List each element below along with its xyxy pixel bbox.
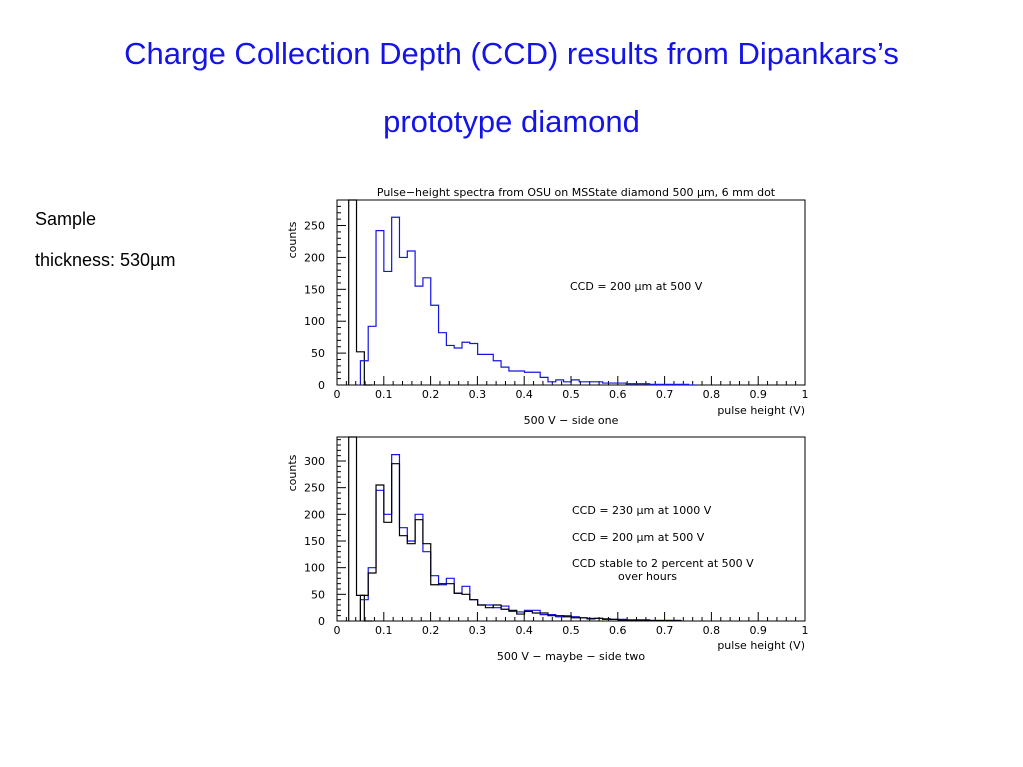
x-tick-label: 0: [334, 624, 341, 637]
thickness-label: thickness: 530µm: [35, 250, 176, 270]
x-axis-label: pulse height (V): [717, 639, 805, 652]
x-tick-label: 0.3: [469, 624, 487, 637]
y-tick-label: 150: [304, 535, 325, 548]
x-tick-label: 0.2: [422, 388, 440, 401]
histogram-series-1: [359, 216, 697, 386]
x-tick-label: 0.4: [515, 388, 533, 401]
x-tick-label: 0.5: [562, 388, 580, 401]
plot-subtitle: 500 V − side one: [524, 414, 619, 427]
histogram-series-0: [348, 436, 373, 622]
x-axis-label: pulse height (V): [717, 404, 805, 417]
y-tick-label: 250: [304, 482, 325, 495]
x-tick-label: 0.6: [609, 388, 627, 401]
y-tick-label: 50: [311, 588, 325, 601]
y-tick-label: 250: [304, 220, 325, 233]
ccd-annotation: over hours: [618, 570, 677, 583]
x-tick-label: 0.2: [422, 624, 440, 637]
histogram-series-2: [359, 463, 682, 622]
x-tick-label: 0.3: [469, 388, 487, 401]
histogram-series-0: [348, 199, 373, 386]
ccd-annotation: CCD = 200 µm at 500 V: [570, 280, 703, 293]
histogram-bottom: 0 0.1 0.2 0.3 0.4 0.5 0.6 0.7 0.8 0.9 1 0 50 100 150 20…: [286, 436, 809, 663]
x-tick-label: 0.7: [656, 624, 674, 637]
x-tick-label: 0.9: [749, 624, 767, 637]
y-tick-label: 100: [304, 562, 325, 575]
x-tick-label: 0.1: [375, 388, 393, 401]
x-tick-label: 0.7: [656, 388, 674, 401]
x-tick-label: 0.8: [703, 624, 721, 637]
ccd-annotation: CCD stable to 2 percent at 500 V: [572, 557, 754, 570]
x-tick-label: 0.4: [515, 624, 533, 637]
y-tick-label: 150: [304, 283, 325, 296]
plot-title: Pulse−height spectra from OSU on MSState…: [377, 186, 776, 199]
y-tick-label: 0: [318, 615, 325, 628]
x-tick-label: 0: [334, 388, 341, 401]
y-tick-label: 0: [318, 379, 325, 392]
ccd-annotation: CCD = 200 µm at 500 V: [572, 531, 705, 544]
histogram-top: 0 0.1 0.2 0.3 0.4 0.5 0.6 0.7 0.8 0.9 1 0 50 100 150 20…: [286, 186, 809, 427]
x-tick-label: 0.6: [609, 624, 627, 637]
slide-title-line-1: Charge Collection Depth (CCD) results fr…: [124, 36, 899, 71]
sample-label: Sample: [35, 209, 97, 229]
x-tick-label: 0.1: [375, 624, 393, 637]
y-tick-label: 50: [311, 347, 325, 360]
y-tick-label: 200: [304, 508, 325, 521]
x-tick-label: 0.9: [749, 388, 767, 401]
plot-subtitle: 500 V − maybe − side two: [497, 650, 645, 663]
x-tick-label: 0.5: [562, 624, 580, 637]
slide-title-line-2: prototype diamond: [383, 104, 640, 139]
y-tick-label: 300: [304, 455, 325, 468]
y-tick-label: 200: [304, 251, 325, 264]
y-tick-label: 100: [304, 315, 325, 328]
x-tick-label: 0.8: [703, 388, 721, 401]
x-tick-label: 1: [802, 624, 809, 637]
ccd-annotation: CCD = 230 µm at 1000 V: [572, 504, 712, 517]
y-axis-label: counts: [286, 221, 299, 258]
x-tick-label: 1: [802, 388, 809, 401]
y-axis-label: counts: [286, 454, 299, 491]
